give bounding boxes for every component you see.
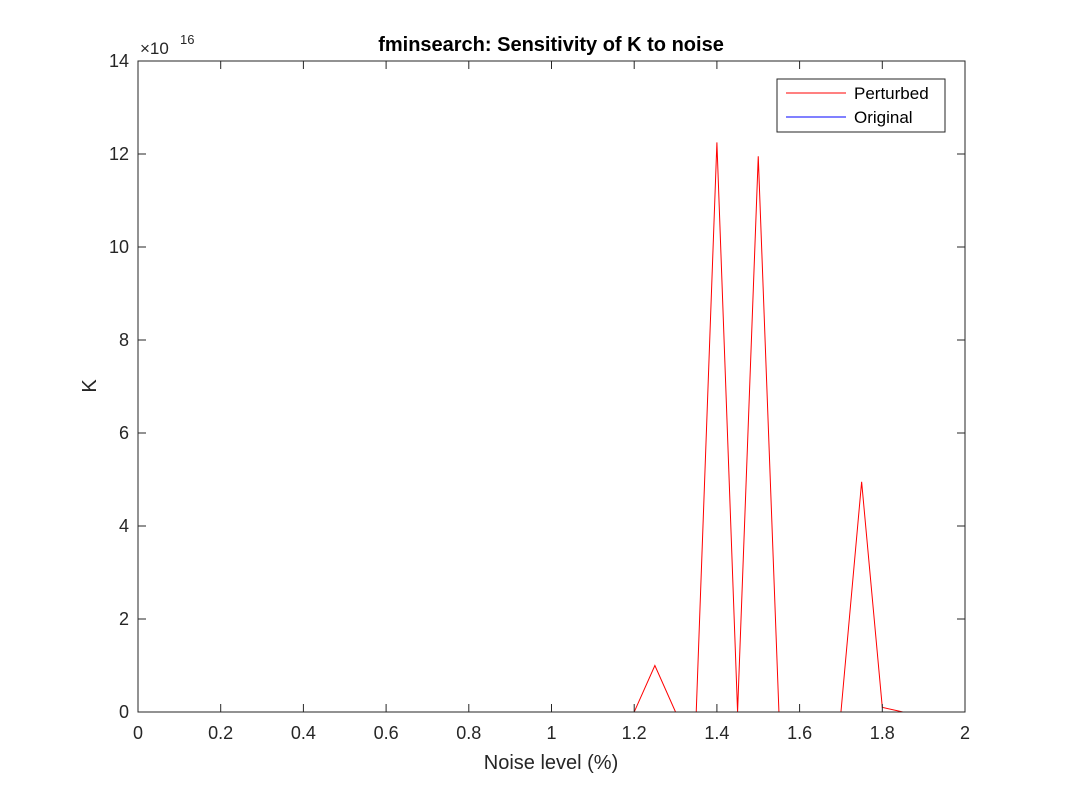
axes-box: [137, 60, 966, 713]
x-tick-label: 0.6: [374, 723, 399, 743]
x-tick-label: 1.6: [787, 723, 812, 743]
x-tick-label: 0: [133, 723, 143, 743]
x-axis-label: Noise level (%): [484, 752, 618, 774]
x-tick-label: 1: [546, 723, 556, 743]
y-exponent-power: 16: [180, 32, 194, 47]
legend: Perturbed Original: [776, 78, 946, 133]
y-tick-label: 12: [109, 144, 129, 164]
legend-label-perturbed: Perturbed: [854, 84, 929, 103]
x-tick-label: 2: [960, 723, 970, 743]
chart-title: fminsearch: Sensitivity of K to noise: [378, 34, 724, 56]
x-tick-label: 1.2: [622, 723, 647, 743]
y-exponent-base: ×10: [140, 39, 169, 58]
legend-label-original: Original: [854, 108, 913, 127]
legend-box: [776, 78, 946, 133]
plot-area: [138, 61, 965, 712]
y-tick-label: 8: [119, 330, 129, 350]
y-tick-label: 14: [109, 51, 129, 71]
x-tick-label: 1.8: [870, 723, 895, 743]
x-tick-label: 0.8: [456, 723, 481, 743]
x-tick-label: 0.4: [291, 723, 316, 743]
y-axis-label: K: [79, 379, 101, 393]
y-exponent: ×10 16: [140, 32, 194, 58]
y-tick-label: 6: [119, 423, 129, 443]
y-tick-label: 0: [119, 702, 129, 722]
ticks-layer: 0 0.2 0.4 0.6 0.8 1 1.2 1.4 1.6 1.8 2 0 2 4 6 8 10 12 14: [109, 51, 970, 743]
x-tick-label: 1.4: [704, 723, 729, 743]
y-tick-label: 2: [119, 609, 129, 629]
y-tick-label: 10: [109, 237, 129, 257]
x-tick-label: 0.2: [208, 723, 233, 743]
y-tick-label: 4: [119, 516, 129, 536]
